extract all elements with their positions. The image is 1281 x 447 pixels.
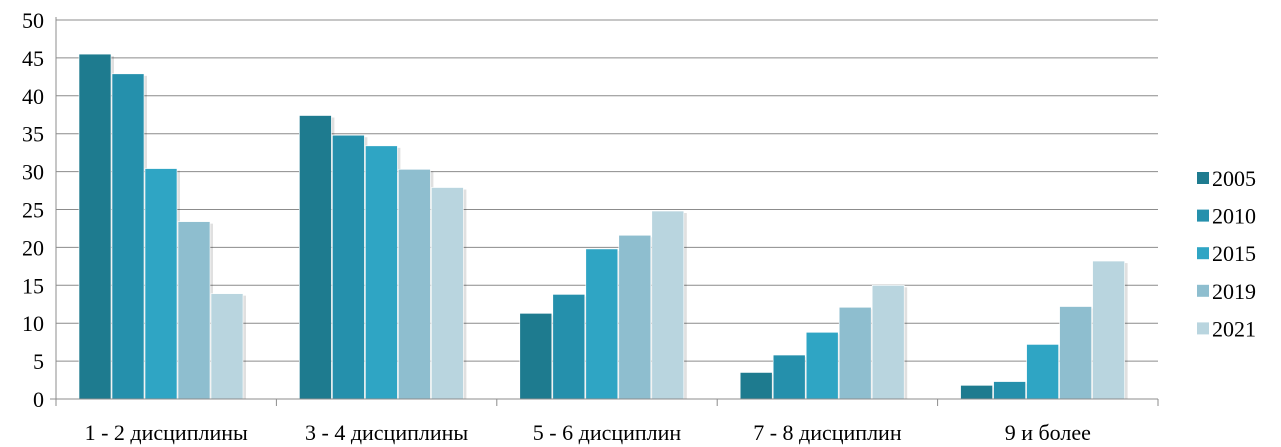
y-tick-label: 40 xyxy=(22,84,44,109)
legend-swatch xyxy=(1197,322,1209,335)
y-tick-label: 25 xyxy=(22,198,44,223)
legend-label: 2015 xyxy=(1212,241,1256,266)
legend-swatch xyxy=(1197,247,1209,260)
y-tick-label: 30 xyxy=(22,160,44,185)
bar-2021-3 xyxy=(871,284,905,400)
bar-2019-1 xyxy=(398,169,431,400)
y-tick-label: 50 xyxy=(22,8,44,33)
legend-label: 2021 xyxy=(1212,316,1256,341)
bar-2005-1 xyxy=(299,115,332,400)
bar-2021-2 xyxy=(651,210,685,400)
bar-2010-3 xyxy=(772,354,806,400)
bar-2005-4 xyxy=(960,385,993,400)
y-tick-label: 10 xyxy=(22,311,44,336)
bar-2021-0 xyxy=(210,293,244,400)
category-label: 3 - 4 дисциплины xyxy=(305,420,468,445)
y-tick-label: 0 xyxy=(33,387,44,412)
y-tick-label: 20 xyxy=(22,235,44,260)
bars xyxy=(78,53,1128,400)
legend: 2005 2010 2015 2019 2021 xyxy=(1197,166,1256,341)
bar-2019-0 xyxy=(177,221,211,400)
bar-2005-2 xyxy=(519,313,553,400)
legend-label: 2010 xyxy=(1212,204,1256,229)
category-label: 1 - 2 дисциплины xyxy=(85,420,248,445)
legend-swatch xyxy=(1197,284,1209,297)
y-tick-label: 45 xyxy=(22,46,44,71)
bar-2021-4 xyxy=(1092,260,1125,400)
y-tick-label: 5 xyxy=(33,349,44,374)
category-label: 7 - 8 дисциплин xyxy=(753,420,902,445)
legend-label: 2005 xyxy=(1212,166,1256,191)
category-labels: 1 - 2 дисциплины 3 - 4 дисциплины 5 - 6 ди… xyxy=(85,420,1091,445)
axes xyxy=(50,17,1159,406)
bar-2015-2 xyxy=(585,248,619,400)
bar-2010-2 xyxy=(552,294,586,400)
bar-2010-4 xyxy=(993,381,1026,400)
y-tick-label: 15 xyxy=(22,273,44,298)
bar-2015-3 xyxy=(805,331,839,400)
bar-2015-4 xyxy=(1026,344,1059,400)
bar-2019-4 xyxy=(1059,306,1092,400)
y-tick-labels: 0 5 10 15 20 25 30 35 40 45 50 xyxy=(22,8,44,412)
legend-swatch xyxy=(1197,209,1209,222)
bar-2015-0 xyxy=(144,168,178,400)
legend-label: 2019 xyxy=(1212,279,1256,304)
bar-2005-3 xyxy=(739,372,773,400)
category-label: 9 и более xyxy=(1005,420,1091,445)
category-label: 5 - 6 дисциплин xyxy=(533,420,682,445)
bar-2015-1 xyxy=(365,145,398,400)
y-tick-label: 35 xyxy=(22,122,44,147)
bar-2005-0 xyxy=(78,53,112,400)
bar-2010-0 xyxy=(111,73,145,400)
bar-2010-1 xyxy=(332,134,365,400)
bar-2021-1 xyxy=(431,187,464,400)
legend-swatch xyxy=(1197,172,1209,184)
bar-2019-3 xyxy=(838,306,872,400)
bar-2019-2 xyxy=(618,234,652,400)
